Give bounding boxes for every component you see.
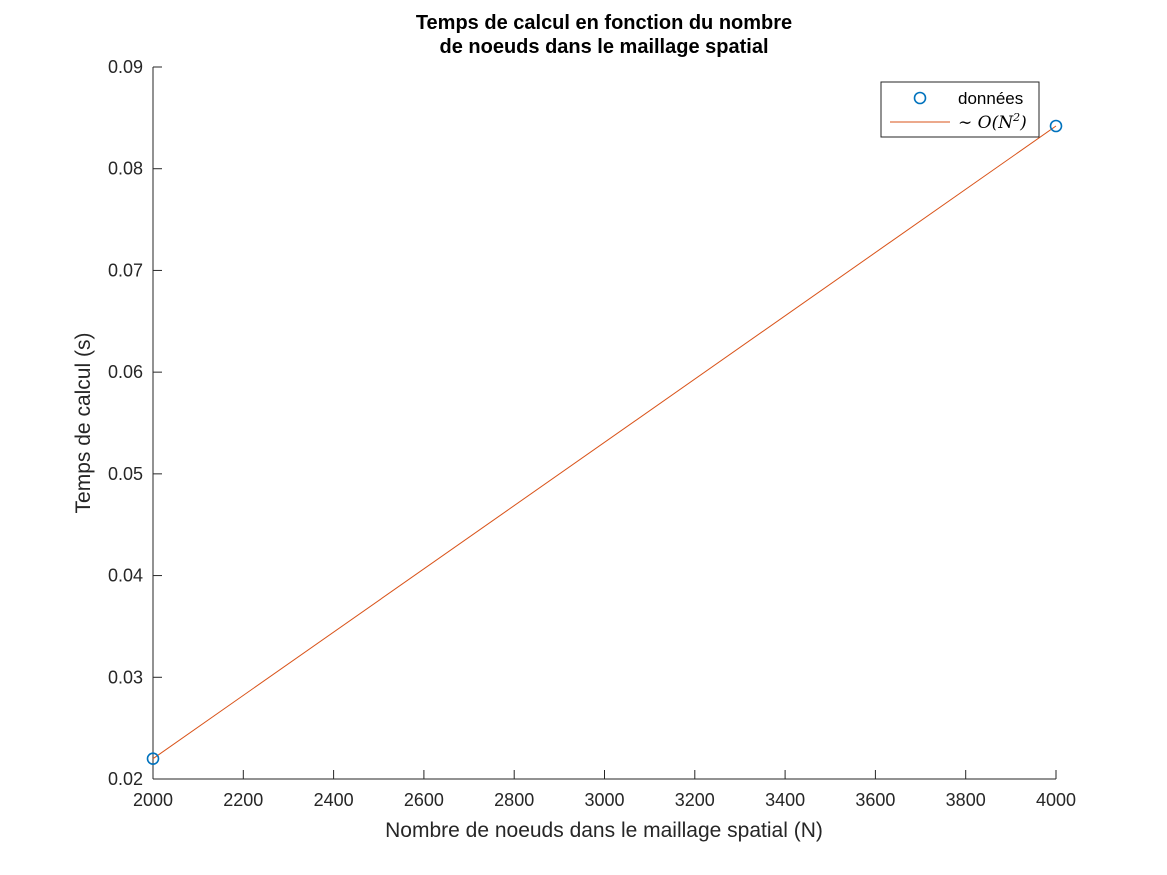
legend-math-o: O (978, 113, 992, 133)
legend-marker-data (913, 91, 927, 105)
x-axis-label: Nombre de noeuds dans le maillage spatia… (385, 819, 823, 842)
legend-math-tilde: ∼ (958, 113, 978, 133)
x-tick-label: 3600 (855, 790, 895, 810)
legend-math-open: ( (992, 113, 999, 133)
legend-label-fit: ∼ O(N2) (958, 111, 1027, 133)
x-tick-label: 3200 (675, 790, 715, 810)
x-tick-label: 4000 (1036, 790, 1076, 810)
legend-math-exp: 2 (1012, 111, 1020, 124)
y-axis-label: Temps de calcul (s) (72, 333, 95, 514)
ticks: 2000 2200 2400 2600 2800 3000 3200 3400 3600 3800… (108, 57, 1076, 810)
series (146, 119, 1063, 765)
legend-label-data: données (958, 89, 1023, 108)
y-tick-label: 0.08 (108, 159, 143, 179)
y-tick-label: 0.04 (108, 566, 143, 586)
legend-box (880, 81, 1040, 138)
chart-title: Temps de calcul en fonction du nombrede … (416, 12, 792, 58)
x-tick-label: 3400 (765, 790, 805, 810)
y-tick-label: 0.05 (108, 464, 143, 484)
data-point (1049, 119, 1063, 133)
y-tick-label: 0.07 (108, 260, 143, 280)
x-tick-label: 2200 (223, 790, 263, 810)
fit-line (152, 125, 1057, 760)
y-tick-label: 0.02 (108, 769, 143, 789)
legend-math-n: N (997, 113, 1014, 133)
x-tick-label: 2400 (314, 790, 354, 810)
y-tick-label: 0.06 (108, 362, 143, 382)
axis-labels: Nombre de noeuds dans le maillage spatia… (72, 333, 823, 842)
x-tick-label: 2600 (404, 790, 444, 810)
data-point (146, 752, 160, 765)
y-tick-label: 0.03 (108, 667, 143, 687)
legend-math-close: ) (1019, 113, 1027, 133)
title-line-2: de noeuds dans le maillage spatial (440, 36, 769, 58)
axes (152, 67, 1056, 780)
y-tick-label: 0.09 (108, 57, 143, 77)
x-tick-label: 3000 (584, 790, 624, 810)
x-tick-label: 2800 (494, 790, 534, 810)
title-line-1: Temps de calcul en fonction du nombre (416, 12, 792, 34)
legend: données ∼ O(N2) (880, 81, 1040, 138)
x-tick-label: 2000 (133, 790, 173, 810)
x-tick-label: 3800 (946, 790, 986, 810)
